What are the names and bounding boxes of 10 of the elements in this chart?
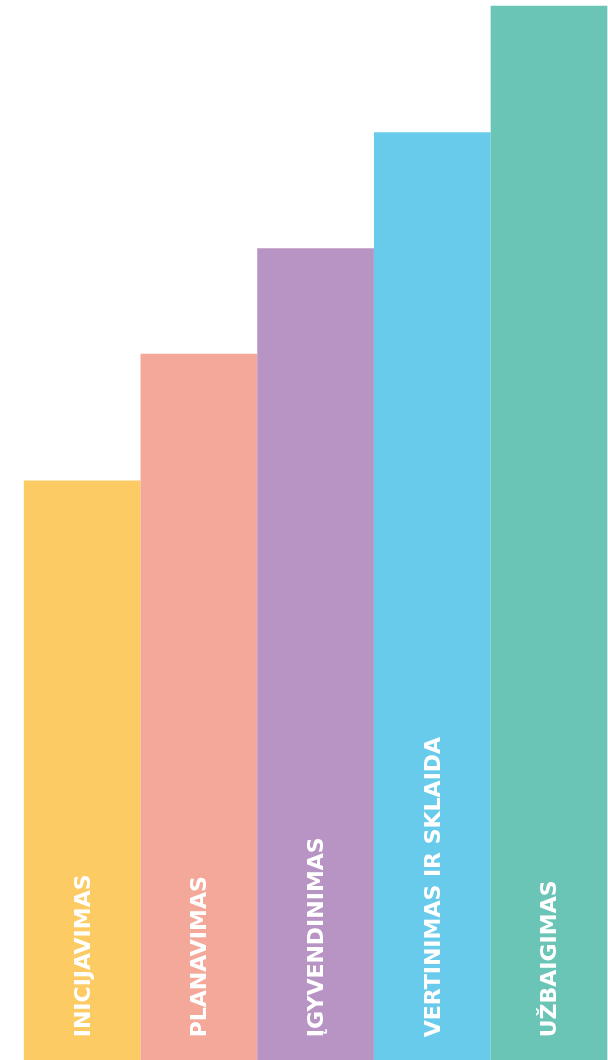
bar bbox=[23, 480, 141, 1060]
bar bbox=[373, 132, 491, 1060]
bar bbox=[257, 248, 374, 1060]
x-tick-label: PLANAVIMAS bbox=[186, 876, 212, 1038]
x-tick-label: ĮGYVENDINIMAS bbox=[303, 837, 329, 1038]
x-tick-label: VERTINIMAS IR SKLAIDA bbox=[419, 736, 445, 1038]
x-tick-label: INICIJAVIMAS bbox=[69, 874, 95, 1038]
x-tick-label: UŽBAIGIMAS bbox=[536, 880, 562, 1038]
bar bbox=[140, 353, 258, 1060]
bar bbox=[490, 5, 608, 1060]
